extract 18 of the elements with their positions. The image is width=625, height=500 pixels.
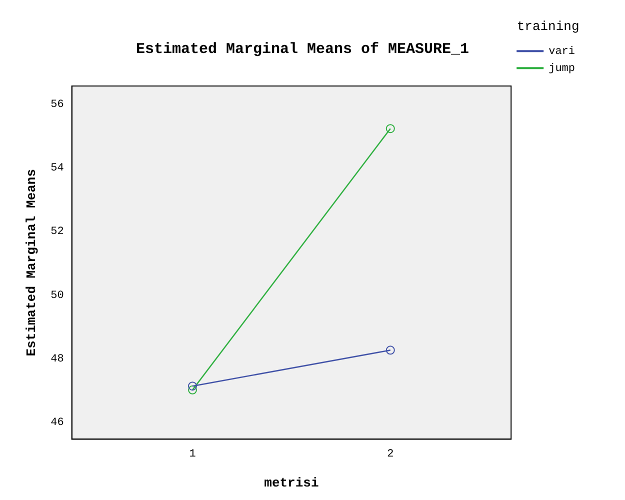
y-tick-label: 54	[50, 162, 64, 175]
x-axis-title: metrisi	[264, 475, 319, 490]
legend-title: training	[516, 18, 580, 34]
x-tick-label: 2	[387, 448, 394, 461]
legend-label: jump	[548, 63, 575, 76]
legend-label: vari	[548, 46, 576, 58]
point	[188, 385, 198, 394]
y-axis-title: Estimated Marginal Means	[24, 168, 40, 356]
point	[386, 346, 395, 355]
y-tick-label: 46	[50, 416, 64, 429]
y-tick-label: 52	[50, 226, 64, 238]
point	[386, 124, 395, 134]
point	[188, 382, 198, 391]
y-tick-label: 50	[50, 290, 64, 302]
x-tick-label: 1	[189, 448, 196, 461]
y-tick-label: 48	[50, 353, 64, 366]
chart-title: Estimated Marginal Means of MEASURE_1	[136, 40, 470, 58]
y-tick-label: 56	[50, 99, 64, 112]
